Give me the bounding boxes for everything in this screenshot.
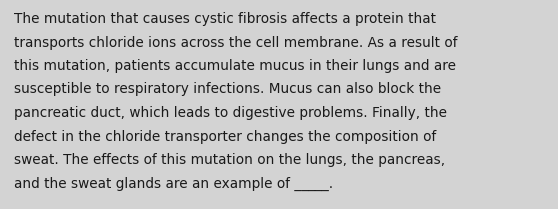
- Text: and the sweat glands are an example of _____.: and the sweat glands are an example of _…: [14, 176, 333, 191]
- Text: sweat. The effects of this mutation on the lungs, the pancreas,: sweat. The effects of this mutation on t…: [14, 153, 445, 167]
- Text: transports chloride ions across the cell membrane. As a result of: transports chloride ions across the cell…: [14, 36, 458, 50]
- Text: susceptible to respiratory infections. Mucus can also block the: susceptible to respiratory infections. M…: [14, 83, 441, 97]
- Text: this mutation, patients accumulate mucus in their lungs and are: this mutation, patients accumulate mucus…: [14, 59, 456, 73]
- Text: defect in the chloride transporter changes the composition of: defect in the chloride transporter chang…: [14, 130, 436, 144]
- Text: The mutation that causes cystic fibrosis affects a protein that: The mutation that causes cystic fibrosis…: [14, 12, 436, 26]
- Text: pancreatic duct, which leads to digestive problems. Finally, the: pancreatic duct, which leads to digestiv…: [14, 106, 447, 120]
